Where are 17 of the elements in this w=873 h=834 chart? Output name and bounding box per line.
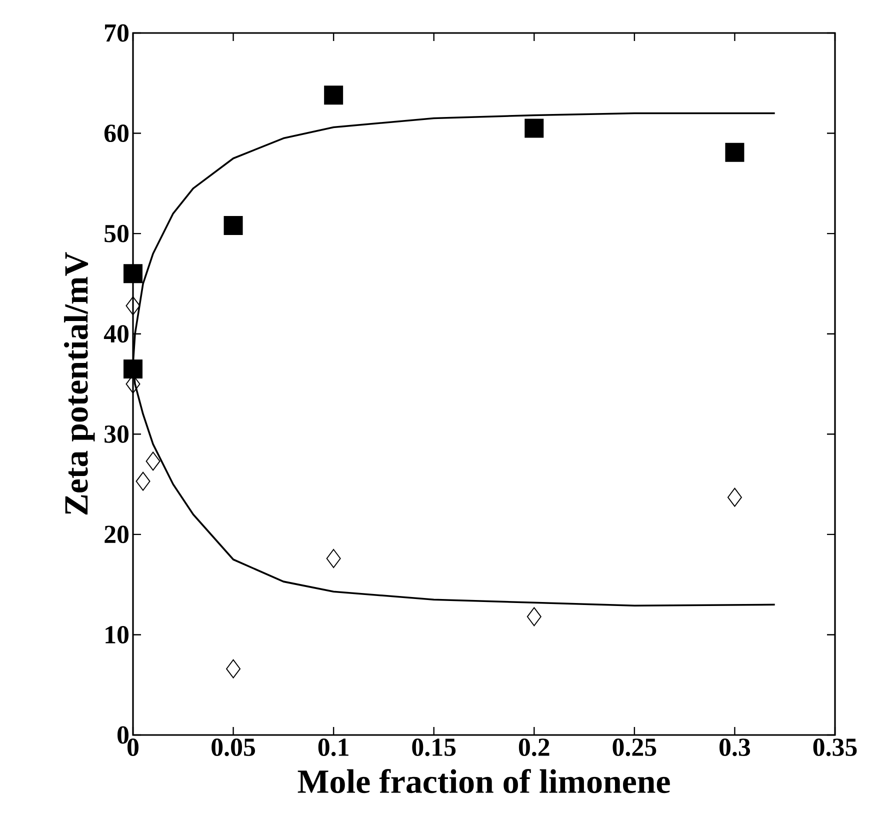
y-tick-label: 40 — [104, 325, 128, 343]
x-tick-label: 0.05 — [212, 738, 255, 756]
x-tick-label: 0.3 — [720, 738, 750, 756]
x-tick-label: 0.25 — [612, 738, 656, 756]
x-tick-label: 0.15 — [412, 738, 456, 756]
y-tick-label: 30 — [104, 425, 128, 443]
x-tick-label: 0.1 — [318, 738, 348, 756]
y-tick-label: 60 — [104, 124, 128, 142]
y-tick-label: 20 — [104, 526, 128, 544]
x-tick-label: 0.35 — [813, 738, 857, 756]
x-tick-label: 0.2 — [518, 738, 550, 756]
y-tick-label: 70 — [105, 24, 128, 42]
y-tick-label: 10 — [106, 626, 128, 644]
y-tick-label: 50 — [104, 224, 128, 242]
x-axis-title: Mole fraction of limonene — [298, 768, 670, 794]
y-axis-title: Zeta potential/mV — [64, 252, 95, 515]
y-tick-label: 0 — [118, 726, 128, 744]
